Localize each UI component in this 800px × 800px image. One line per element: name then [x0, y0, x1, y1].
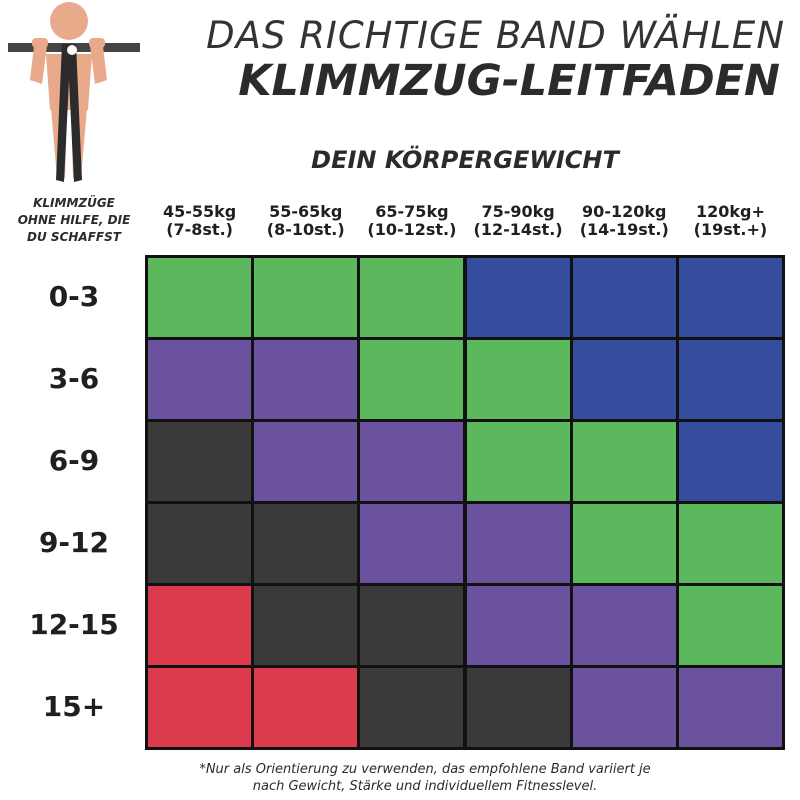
- column-label: 75-90kg (12-14st.): [465, 203, 571, 239]
- brand-logo-icon: [67, 45, 77, 55]
- band-cell-green: [466, 340, 570, 419]
- band-grid: [145, 255, 785, 750]
- band-cell-black: [254, 586, 358, 665]
- band-cell-black: [360, 586, 464, 665]
- column-label-st: (7-8st.): [166, 220, 233, 239]
- row-label: 12-15: [29, 607, 119, 641]
- band-cell-green: [360, 340, 464, 419]
- band-cell-green: [678, 504, 782, 583]
- row-axis-title-line-1: KLIMMZÜGE: [33, 196, 115, 210]
- column-label-st: (8-10st.): [266, 220, 345, 239]
- band-cell-blue: [678, 422, 782, 501]
- band-cell-purple: [360, 422, 464, 501]
- band-cell-purple: [360, 504, 464, 583]
- column-label-st: (19st.+): [693, 220, 768, 239]
- column-label-st: (14-19st.): [579, 220, 669, 239]
- band-cell-green: [572, 422, 676, 501]
- band-cell-purple: [466, 586, 570, 665]
- band-cell-green: [678, 586, 782, 665]
- row-axis-title-line-3: DU SCHAFFST: [27, 230, 121, 244]
- band-cell-green: [466, 422, 570, 501]
- column-label: 45-55kg (7-8st.): [147, 203, 253, 239]
- person-doing-pull-up-icon: [8, 2, 140, 182]
- band-cell-black: [254, 504, 358, 583]
- column-label-st: (12-14st.): [473, 220, 563, 239]
- column-label: 90-120kg (14-19st.): [571, 203, 677, 239]
- row-axis-title-line-2: OHNE HILFE, DIE: [17, 213, 131, 227]
- title-line-1: DAS RICHTIGE BAND WÄHLEN: [206, 14, 785, 57]
- band-cell-blue: [572, 340, 676, 419]
- band-cell-red: [148, 668, 252, 747]
- column-label-st: (10-12st.): [367, 220, 457, 239]
- column-label-kg: 65-75kg: [375, 202, 449, 221]
- band-cell-black: [148, 504, 252, 583]
- column-label-kg: 45-55kg: [162, 202, 237, 221]
- column-label-kg: 90-120kg: [582, 202, 667, 221]
- column-axis-title: DEIN KÖRPERGEWICHT: [311, 146, 619, 174]
- band-cell-purple: [254, 422, 358, 501]
- row-label: 15+: [42, 689, 106, 723]
- band-cell-purple: [678, 668, 782, 747]
- band-cell-purple: [466, 504, 570, 583]
- column-label-kg: 55-65kg: [269, 202, 343, 221]
- row-label: 0-3: [48, 279, 100, 313]
- row-label: 3-6: [48, 361, 100, 395]
- band-cell-green: [254, 258, 358, 337]
- band-cell-green: [360, 258, 464, 337]
- band-cell-black: [466, 668, 570, 747]
- footnote-line-2: nach Gewicht, Stärke und individuellem F…: [252, 779, 598, 794]
- band-cell-blue: [678, 258, 782, 337]
- row-label: 6-9: [48, 443, 100, 477]
- band-cell-purple: [572, 586, 676, 665]
- column-label: 65-75kg (10-12st.): [359, 203, 465, 239]
- band-cell-purple: [148, 340, 252, 419]
- band-cell-purple: [572, 668, 676, 747]
- footnote-line-1: *Nur als Orientierung zu verwenden, das …: [199, 762, 651, 777]
- band-cell-red: [148, 586, 252, 665]
- row-axis-title: KLIMMZÜGE OHNE HILFE, DIE DU SCHAFFST: [0, 195, 148, 246]
- band-cell-purple: [254, 340, 358, 419]
- band-cell-red: [254, 668, 358, 747]
- column-label: 120kg+ (19st.+): [677, 203, 783, 239]
- page-title: KLIMMZUG-LEITFADEN: [238, 56, 780, 106]
- column-label: 55-65kg (8-10st.): [253, 203, 359, 239]
- row-label: 9-12: [38, 525, 110, 559]
- band-cell-blue: [466, 258, 570, 337]
- band-cell-green: [148, 258, 252, 337]
- band-cell-black: [360, 668, 464, 747]
- band-cell-blue: [572, 258, 676, 337]
- column-label-kg: 75-90kg: [481, 202, 555, 221]
- band-cell-black: [148, 422, 252, 501]
- column-label-kg: 120kg+: [695, 202, 765, 221]
- band-cell-blue: [678, 340, 782, 419]
- footnote: *Nur als Orientierung zu verwenden, das …: [100, 761, 750, 795]
- band-cell-green: [572, 504, 676, 583]
